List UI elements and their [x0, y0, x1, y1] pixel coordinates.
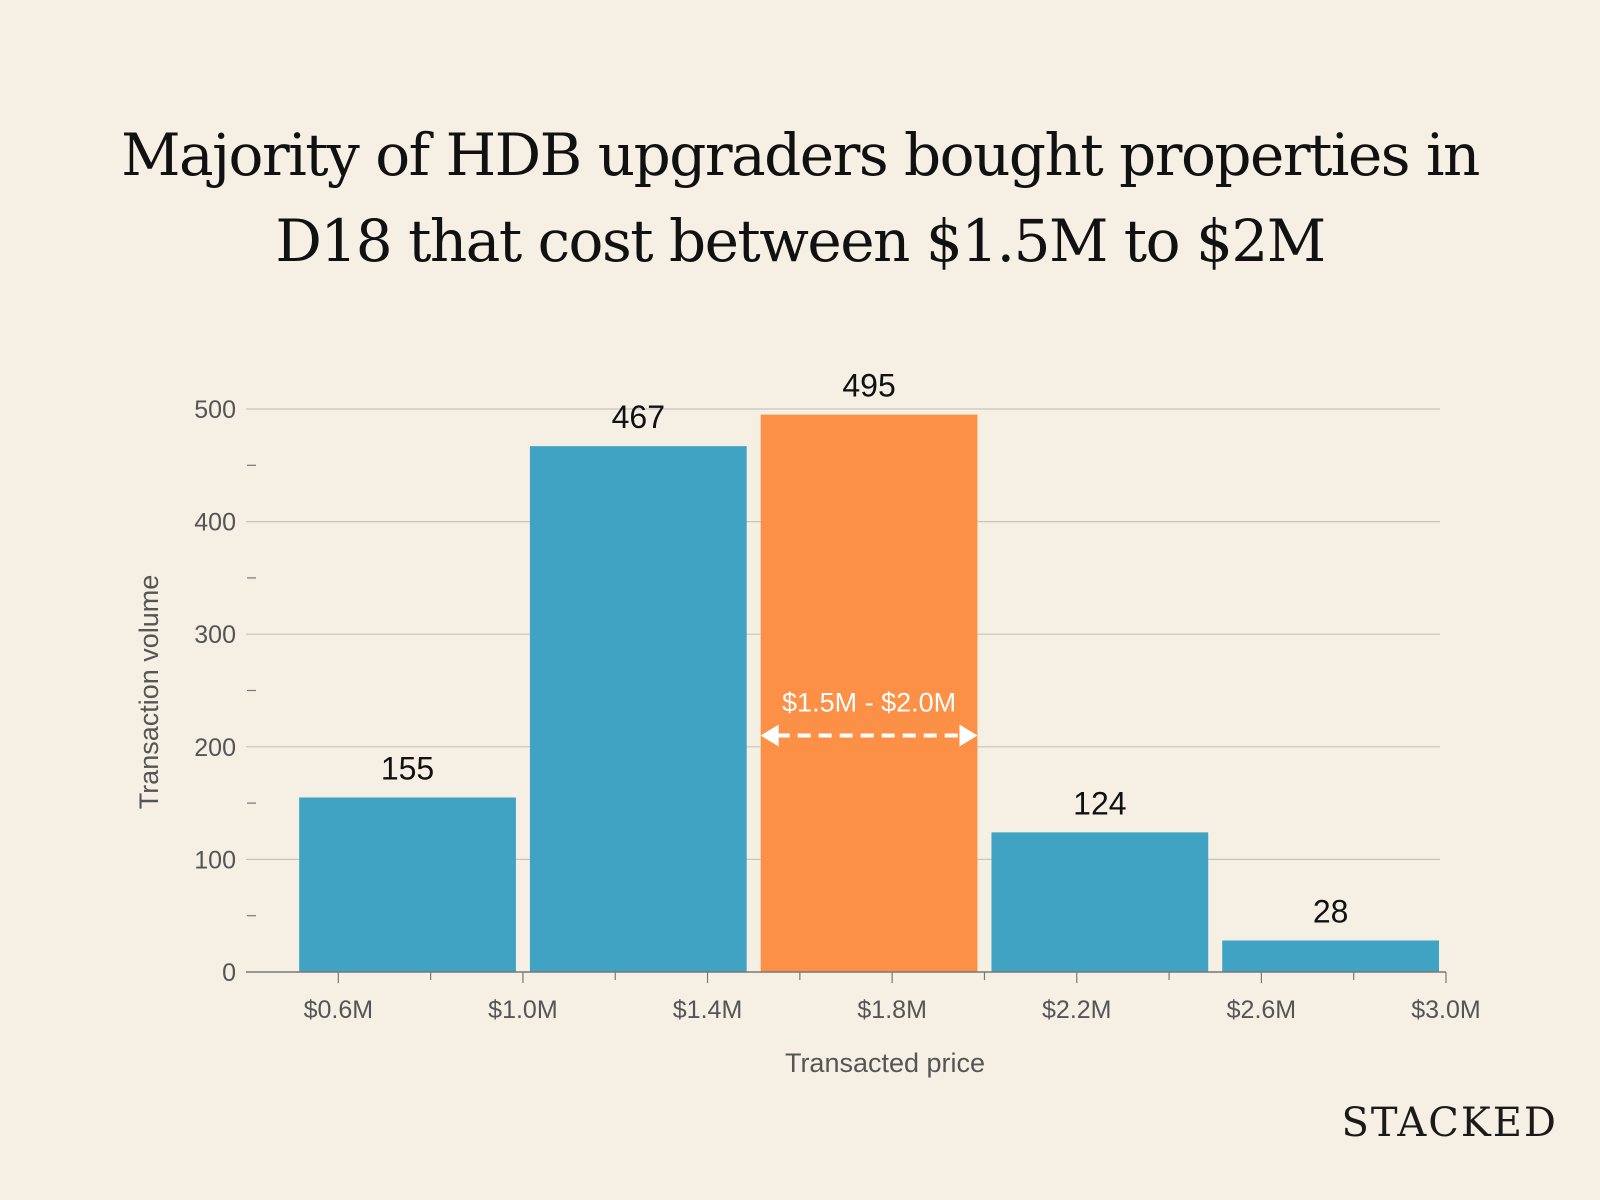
bar	[1222, 940, 1439, 972]
x-tick-label: $1.0M	[488, 996, 557, 1024]
range-annotation: $1.5M - $2.0M	[760, 688, 978, 747]
range-annotation-label: $1.5M - $2.0M	[782, 688, 956, 718]
arrow-head-left-icon	[760, 724, 779, 747]
x-tick-label: $2.6M	[1227, 996, 1296, 1024]
y-tick-label: 400	[194, 509, 236, 537]
bars	[299, 414, 1439, 973]
chart-title-line-1: Majority of HDB upgraders bought propert…	[121, 121, 1480, 189]
y-tick-label: 100	[194, 846, 236, 874]
bar-value-label: 124	[1073, 785, 1126, 821]
x-axis-label: Transacted price	[785, 1048, 985, 1078]
bar-value-label: 495	[842, 368, 895, 404]
axes: 0 100 200 300 400 500 $0.6M $1.0M $1.4M $1.8M $2.2…	[194, 396, 1480, 1024]
y-axis-label: Transaction volume	[134, 575, 164, 810]
arrow-head-right-icon	[959, 724, 978, 747]
bar	[529, 446, 747, 973]
x-tick-label: $0.6M	[304, 996, 373, 1024]
x-tick-label: $3.0M	[1411, 996, 1480, 1024]
y-tick-label: 0	[222, 959, 236, 987]
bar	[991, 832, 1209, 972]
bar-value-label: 28	[1313, 893, 1349, 929]
y-tick-label: 500	[194, 396, 236, 424]
brand-logo: STACKED	[1341, 1100, 1558, 1146]
bar-value-label: 155	[381, 750, 434, 786]
x-tick-label: $1.8M	[857, 996, 926, 1024]
bar	[299, 797, 516, 972]
bar-value-labels: 155 467 495 124 28	[381, 368, 1349, 930]
x-tick-label: $2.2M	[1042, 996, 1111, 1024]
chart-title-line-2: D18 that cost between $1.5M to $2M	[275, 207, 1326, 275]
y-tick-label: 300	[194, 621, 236, 649]
bar-value-label: 467	[612, 399, 665, 435]
x-tick-label: $1.4M	[673, 996, 742, 1024]
y-tick-label: 200	[194, 734, 236, 762]
bar	[760, 414, 978, 972]
chart-title: Majority of HDB upgraders bought propert…	[0, 112, 1600, 284]
